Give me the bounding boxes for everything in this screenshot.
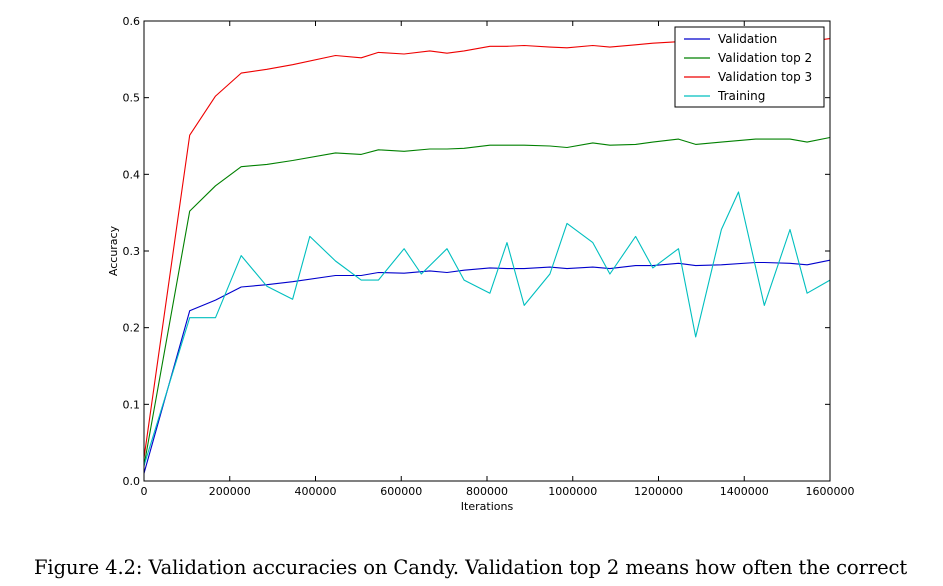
legend: Validation Validation top 2 Validation top…	[674, 26, 825, 108]
line-chart: 0 200000 400000 600000 800000 1000000 1200000 1…	[107, 15, 855, 513]
series-line-4	[143, 191, 831, 466]
y-tick-label: 0.3	[123, 245, 141, 258]
y-tick-label: 0.0	[123, 475, 141, 488]
y-tick-label: 0.5	[123, 92, 141, 105]
x-tick-label: 1200000	[634, 485, 683, 498]
y-tick-label: 0.1	[123, 398, 141, 411]
figure-caption: Figure 4.2: Validation accuracies on Can…	[34, 556, 908, 579]
x-tick-label: 400000	[295, 485, 337, 498]
axis-ticks: 0 200000 400000 600000 800000 1000000 1200000 1…	[123, 15, 855, 498]
series-line-1	[143, 259, 831, 474]
legend-label: Validation top 3	[718, 70, 812, 84]
legend-box	[674, 26, 825, 108]
x-tick-label: 800000	[466, 485, 508, 498]
y-tick-label: 0.4	[123, 168, 141, 181]
x-tick-label: 1600000	[806, 485, 855, 498]
legend-label: Training	[717, 89, 765, 103]
x-tick-label: 1400000	[720, 485, 769, 498]
y-tick-label: 0.2	[123, 322, 141, 335]
series-line-2	[143, 136, 831, 466]
x-tick-label: 1000000	[548, 485, 597, 498]
x-tick-label: 200000	[209, 485, 251, 498]
x-axis-label: Iterations	[461, 500, 514, 513]
y-tick-label: 0.6	[123, 15, 141, 28]
x-tick-label: 0	[141, 485, 148, 498]
y-axis-label: Accuracy	[107, 225, 120, 276]
legend-label: Validation top 2	[718, 51, 812, 65]
series-layer	[143, 38, 831, 474]
x-tick-label: 600000	[380, 485, 422, 498]
legend-label: Validation	[718, 32, 777, 46]
